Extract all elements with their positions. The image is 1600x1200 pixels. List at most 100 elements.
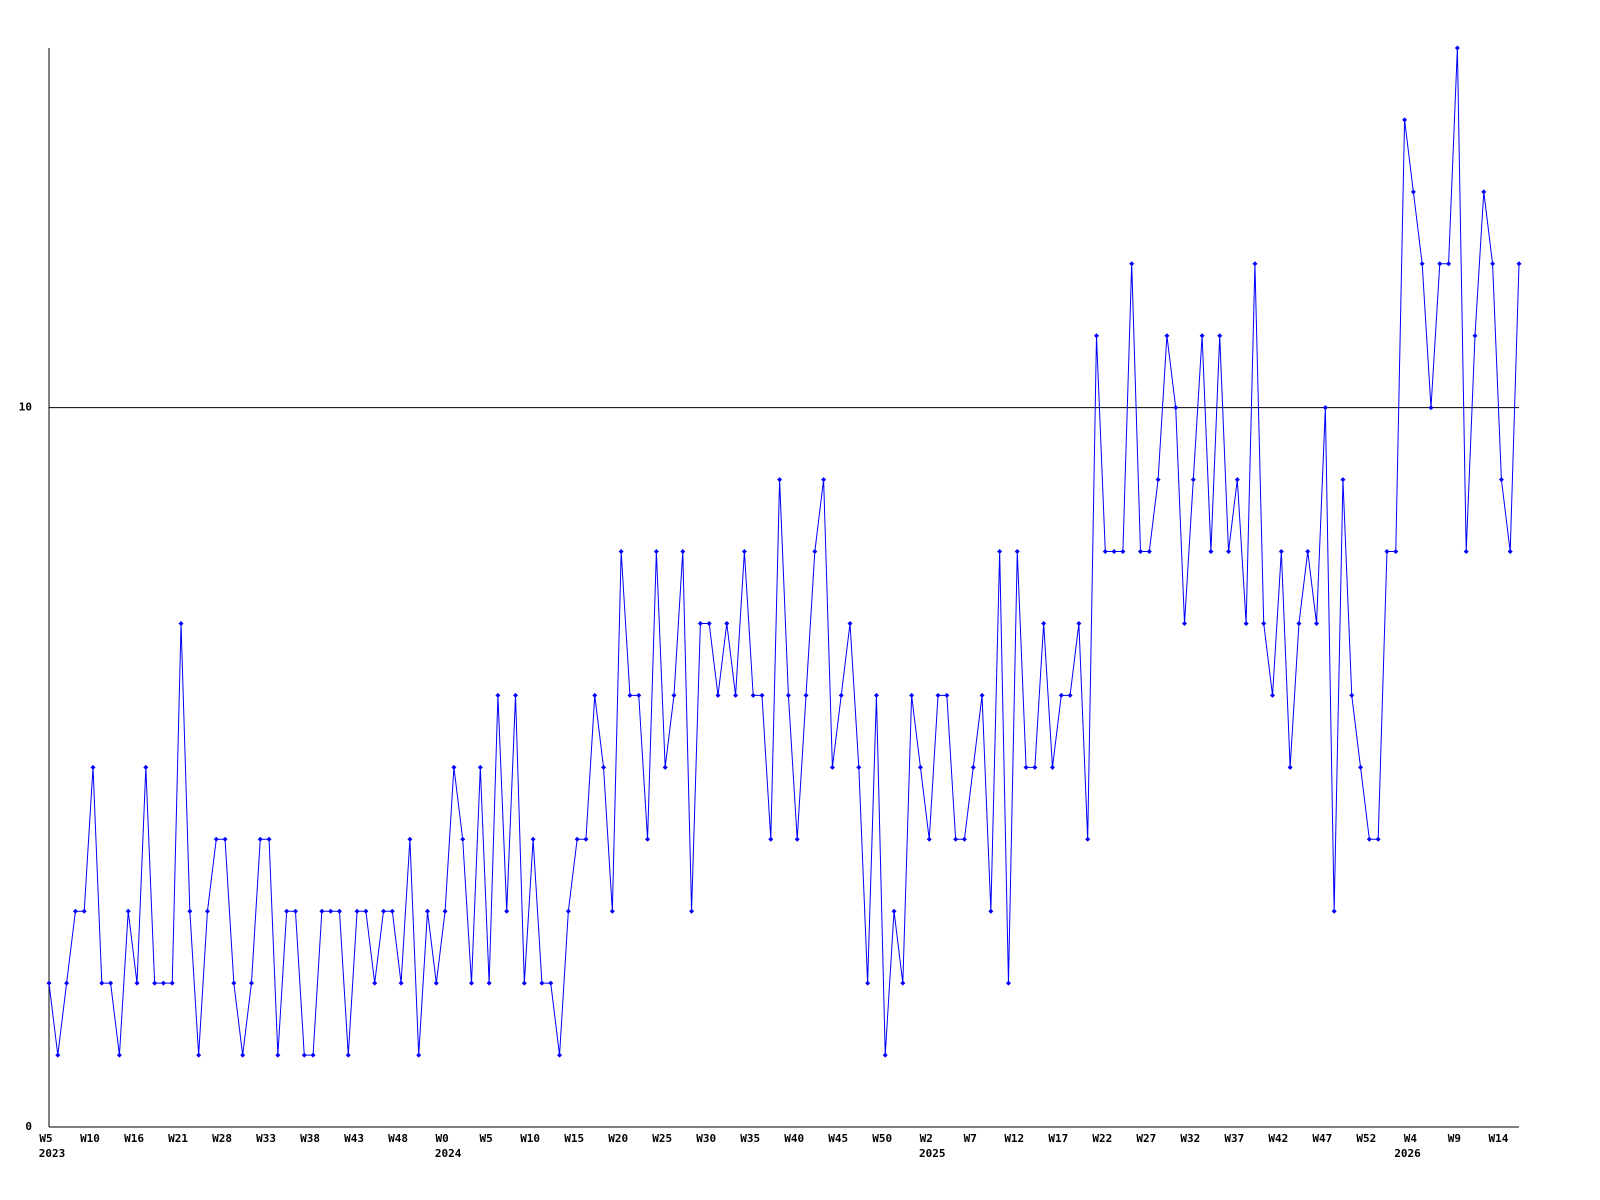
data-point bbox=[574, 836, 580, 842]
data-point bbox=[601, 764, 607, 770]
data-point bbox=[152, 980, 158, 986]
data-point bbox=[328, 908, 334, 914]
data-point bbox=[715, 692, 721, 698]
data-point bbox=[539, 980, 545, 986]
data-point bbox=[495, 692, 501, 698]
data-point bbox=[116, 1052, 122, 1058]
data-point bbox=[662, 764, 668, 770]
data-point bbox=[865, 980, 871, 986]
x-tick-label: W38 bbox=[300, 1132, 320, 1145]
data-point bbox=[1049, 764, 1055, 770]
data-point bbox=[213, 836, 219, 842]
data-point bbox=[1490, 261, 1496, 267]
x-tick-label: W9 bbox=[1448, 1132, 1461, 1145]
data-point bbox=[847, 620, 853, 626]
data-point bbox=[944, 692, 950, 698]
data-point bbox=[953, 836, 959, 842]
data-point bbox=[926, 836, 932, 842]
data-point bbox=[125, 908, 131, 914]
data-point bbox=[618, 549, 624, 555]
data-point bbox=[187, 908, 193, 914]
data-point bbox=[1305, 549, 1311, 555]
data-point bbox=[1120, 549, 1126, 555]
data-point bbox=[653, 549, 659, 555]
x-tick-label: W50 bbox=[872, 1132, 892, 1145]
x-tick-label: W33 bbox=[256, 1132, 276, 1145]
data-point bbox=[1067, 692, 1073, 698]
data-point bbox=[1472, 333, 1478, 339]
data-point bbox=[477, 764, 483, 770]
data-point bbox=[55, 1052, 61, 1058]
data-point bbox=[72, 908, 78, 914]
data-point bbox=[99, 980, 105, 986]
data-point bbox=[1287, 764, 1293, 770]
data-point bbox=[548, 980, 554, 986]
data-point bbox=[557, 1052, 563, 1058]
x-tick-label: W20 bbox=[608, 1132, 628, 1145]
data-point bbox=[1349, 692, 1355, 698]
x-tick-label: W37 bbox=[1224, 1132, 1244, 1145]
data-point bbox=[363, 908, 369, 914]
data-point bbox=[1093, 333, 1099, 339]
data-point bbox=[812, 549, 818, 555]
data-point bbox=[1428, 405, 1434, 411]
data-point bbox=[1155, 477, 1161, 483]
data-point bbox=[1437, 261, 1443, 267]
data-point bbox=[248, 980, 254, 986]
data-point bbox=[46, 980, 52, 986]
year-label: 2025 bbox=[919, 1147, 946, 1160]
data-point bbox=[90, 764, 96, 770]
data-point bbox=[759, 692, 765, 698]
data-point bbox=[873, 692, 879, 698]
data-point bbox=[1041, 620, 1047, 626]
x-tick-label: W35 bbox=[740, 1132, 760, 1145]
x-tick-label: W32 bbox=[1180, 1132, 1200, 1145]
data-point bbox=[1058, 692, 1064, 698]
data-point bbox=[319, 908, 325, 914]
data-point bbox=[891, 908, 897, 914]
data-point bbox=[706, 620, 712, 626]
data-point bbox=[1498, 477, 1504, 483]
data-point bbox=[1419, 261, 1425, 267]
data-point bbox=[592, 692, 598, 698]
data-point bbox=[1234, 477, 1240, 483]
data-point bbox=[1296, 620, 1302, 626]
data-point bbox=[1384, 549, 1390, 555]
data-point bbox=[1243, 620, 1249, 626]
data-point bbox=[1410, 189, 1416, 195]
data-point bbox=[231, 980, 237, 986]
x-tick-label: W14 bbox=[1488, 1132, 1508, 1145]
data-point bbox=[697, 620, 703, 626]
y-tick-label: 10 bbox=[19, 401, 32, 414]
data-point bbox=[741, 549, 747, 555]
data-point bbox=[1278, 549, 1284, 555]
data-point bbox=[1111, 549, 1117, 555]
data-point bbox=[1252, 261, 1258, 267]
data-point bbox=[970, 764, 976, 770]
data-point bbox=[1164, 333, 1170, 339]
data-point bbox=[671, 692, 677, 698]
data-point bbox=[310, 1052, 316, 1058]
data-point bbox=[451, 764, 457, 770]
data-point bbox=[609, 908, 615, 914]
data-point bbox=[372, 980, 378, 986]
data-point bbox=[1217, 333, 1223, 339]
data-point bbox=[1375, 836, 1381, 842]
data-point bbox=[513, 692, 519, 698]
x-tick-label: W15 bbox=[564, 1132, 584, 1145]
data-point bbox=[1366, 836, 1372, 842]
data-point bbox=[354, 908, 360, 914]
data-point bbox=[1208, 549, 1214, 555]
data-point bbox=[1446, 261, 1452, 267]
data-point bbox=[856, 764, 862, 770]
data-point bbox=[909, 692, 915, 698]
data-point bbox=[1516, 261, 1522, 267]
data-point bbox=[486, 980, 492, 986]
x-tick-label: W47 bbox=[1312, 1132, 1332, 1145]
data-point bbox=[1137, 549, 1143, 555]
data-point bbox=[336, 908, 342, 914]
data-point bbox=[1173, 405, 1179, 411]
data-point bbox=[979, 692, 985, 698]
data-point bbox=[1331, 908, 1337, 914]
